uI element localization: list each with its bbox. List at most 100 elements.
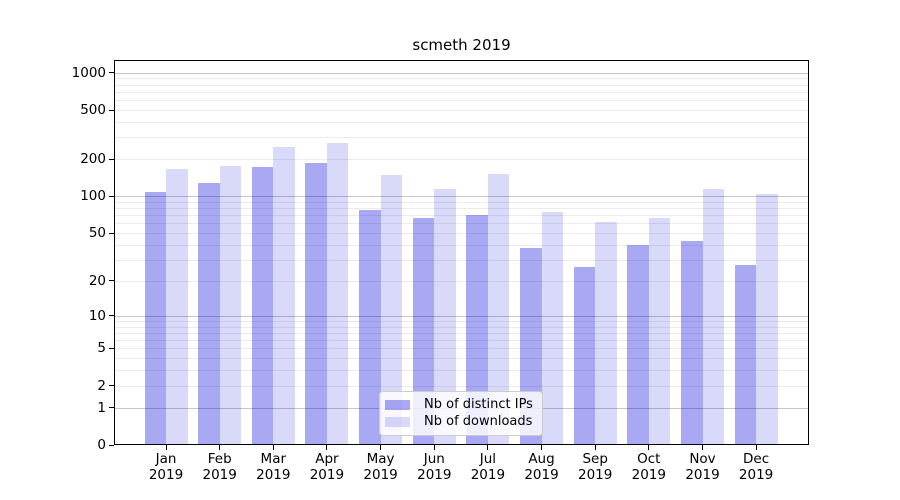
gridline-1000 — [114, 72, 809, 74]
bar-downloads-aug — [541, 211, 564, 445]
bar-distinct-ips-jun — [412, 217, 435, 445]
gridline-9 — [114, 320, 809, 322]
gridline-8 — [114, 326, 809, 328]
y-tick-mark-20 — [109, 280, 114, 282]
bar-downloads-dec — [756, 194, 778, 445]
bar-distinct-ips-apr — [305, 162, 327, 445]
chart-title: scmeth 2019 — [412, 36, 511, 54]
bar-distinct-ips-mar — [251, 167, 274, 445]
gridline-40 — [114, 244, 809, 246]
gridline-700 — [114, 91, 809, 93]
gridline-20 — [114, 280, 809, 282]
x-tick-label-apr: Apr 2019 — [309, 451, 345, 483]
legend-item-downloads: Nb of downloads — [385, 414, 534, 430]
x-tick-mark-mar — [272, 445, 274, 450]
x-tick-label-feb: Feb 2019 — [202, 451, 237, 483]
bar-downloads-feb — [219, 165, 242, 445]
x-tick-label-nov: Nov 2019 — [685, 451, 720, 483]
gridline-80 — [114, 208, 809, 210]
bar-distinct-ips-nov — [681, 241, 703, 445]
x-tick-mark-sep — [594, 445, 596, 450]
y-tick-label-10: 10 — [88, 307, 106, 324]
y-tick-label-100: 100 — [80, 188, 106, 205]
gridline-50 — [114, 233, 809, 235]
x-tick-mark-feb — [219, 445, 221, 450]
gridline-800 — [114, 84, 809, 86]
x-tick-label-jun: Jun 2019 — [417, 451, 452, 483]
x-tick-label-mar: Mar 2019 — [256, 451, 291, 483]
bar-downloads-jun — [434, 188, 456, 445]
gridline-500 — [114, 110, 809, 111]
y-tick-label-20: 20 — [88, 272, 106, 289]
y-tick-mark-500 — [109, 109, 114, 111]
x-tick-label-aug: Aug 2019 — [524, 451, 559, 483]
gridline-300 — [114, 137, 809, 139]
bar-downloads-oct — [648, 217, 671, 445]
y-tick-mark-10 — [109, 315, 114, 317]
bar-distinct-ips-feb — [198, 182, 220, 445]
gridline-900 — [114, 78, 809, 80]
bar-distinct-ips-jan — [144, 192, 166, 445]
y-tick-label-50: 50 — [88, 225, 106, 242]
legend-item-distinct-ips: Nb of distinct IPs — [385, 397, 534, 413]
legend-swatch-downloads — [385, 417, 410, 428]
gridline-100 — [114, 196, 809, 198]
gridline-7 — [114, 332, 809, 334]
gridline-30 — [114, 259, 809, 261]
bar-downloads-sep — [595, 221, 617, 445]
y-tick-mark-50 — [109, 232, 114, 234]
bar-distinct-ips-oct — [627, 244, 649, 445]
bar-downloads-may — [380, 175, 403, 445]
y-tick-label-1: 1 — [97, 399, 106, 416]
legend-label-downloads: Nb of downloads — [424, 414, 533, 430]
x-tick-mark-jun — [433, 445, 435, 450]
x-tick-label-may: May 2019 — [363, 451, 398, 483]
y-tick-label-5: 5 — [97, 340, 106, 357]
y-tick-label-1000: 1000 — [71, 64, 106, 81]
y-tick-mark-100 — [109, 195, 114, 197]
gridline-2 — [114, 385, 809, 387]
gridline-60 — [114, 223, 809, 225]
gridline-4 — [114, 358, 809, 360]
bar-distinct-ips-jul — [466, 214, 488, 445]
y-tick-mark-0 — [109, 444, 114, 446]
x-tick-mark-nov — [702, 445, 703, 450]
y-tick-mark-2 — [109, 385, 114, 387]
bar-downloads-jul — [487, 173, 510, 445]
x-tick-mark-apr — [326, 445, 328, 450]
x-tick-mark-may — [380, 445, 382, 450]
gridline-3 — [114, 370, 809, 372]
gridline-90 — [114, 201, 809, 203]
x-tick-label-sep: Sep 2019 — [578, 451, 613, 483]
gridline-400 — [114, 122, 809, 123]
gridline-70 — [114, 215, 809, 217]
x-tick-label-oct: Oct 2019 — [631, 451, 666, 483]
bar-distinct-ips-may — [359, 210, 381, 445]
bar-downloads-nov — [702, 188, 724, 445]
bar-downloads-mar — [273, 147, 295, 445]
x-tick-label-jan: Jan 2019 — [148, 451, 184, 483]
x-tick-mark-oct — [648, 445, 650, 450]
gridline-200 — [114, 159, 809, 161]
x-tick-mark-jul — [487, 445, 489, 450]
y-tick-label-2: 2 — [97, 377, 106, 394]
x-tick-label-jul: Jul 2019 — [470, 451, 506, 483]
x-tick-mark-dec — [755, 445, 757, 450]
y-tick-label-0: 0 — [97, 437, 106, 453]
y-tick-mark-1 — [109, 407, 114, 409]
bar-distinct-ips-dec — [734, 265, 757, 445]
y-tick-mark-1000 — [109, 72, 114, 74]
gridline-600 — [114, 100, 809, 102]
legend-label-distinct-ips: Nb of distinct IPs — [424, 396, 533, 412]
x-tick-mark-jan — [165, 445, 167, 450]
bar-downloads-jan — [166, 168, 188, 445]
legend: Nb of distinct IPs Nb of downloads — [379, 391, 543, 436]
legend-swatch-distinct-ips — [385, 399, 410, 410]
bar-distinct-ips-sep — [573, 267, 596, 445]
gridline-10 — [114, 315, 809, 317]
gridline-6 — [114, 340, 809, 342]
y-tick-mark-5 — [109, 347, 114, 349]
gridline-5 — [114, 348, 809, 350]
y-tick-label-200: 200 — [80, 151, 106, 168]
